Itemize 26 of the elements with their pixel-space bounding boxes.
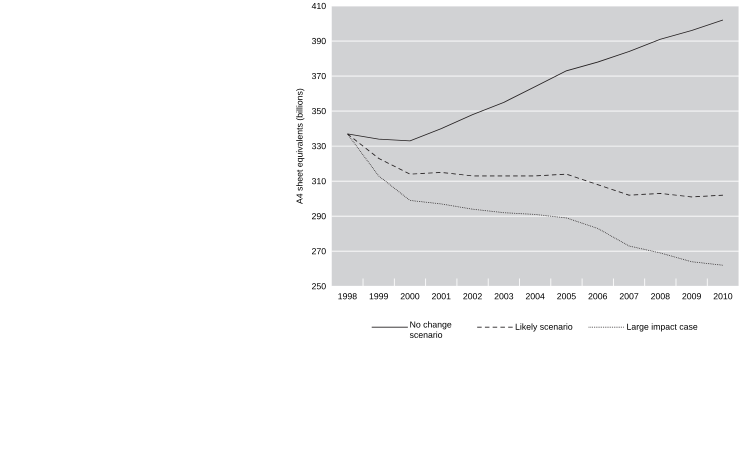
y-axis-title: A4 sheet equivalents (billions) [296, 88, 304, 204]
y-tick-label: 290 [312, 212, 326, 220]
legend-label: Likely scenario [516, 323, 572, 332]
x-tick-label: 2004 [526, 292, 545, 300]
x-tick-label: 2001 [432, 292, 451, 300]
y-tick-label: 270 [312, 248, 326, 254]
y-tick-label: 250 [312, 282, 326, 290]
x-tick-label: 2003 [494, 292, 514, 300]
x-tick-label: 2005 [557, 292, 576, 300]
x-tick-label: 2008 [651, 292, 670, 300]
y-tick-label: 350 [312, 108, 326, 114]
legend-label: No change scenario [410, 320, 452, 338]
x-tick-label: 2002 [463, 292, 482, 300]
x-tick-label: 2010 [714, 292, 732, 300]
y-tick-label: 310 [312, 178, 326, 184]
x-tick-label: 2000 [400, 292, 420, 300]
x-tick-label: 1998 [338, 292, 357, 300]
legend-label: Large impact case [627, 323, 698, 332]
x-tick-label: 2006 [588, 292, 608, 300]
x-tick-label: 2007 [620, 292, 638, 300]
y-tick-label: 330 [312, 142, 326, 149]
y-tick-label: 410 [312, 2, 326, 9]
y-tick-label: 390 [312, 38, 326, 44]
y-tick-label: 370 [312, 72, 326, 79]
x-tick-label: 2009 [682, 292, 701, 300]
x-tick-label: 1999 [370, 292, 388, 300]
